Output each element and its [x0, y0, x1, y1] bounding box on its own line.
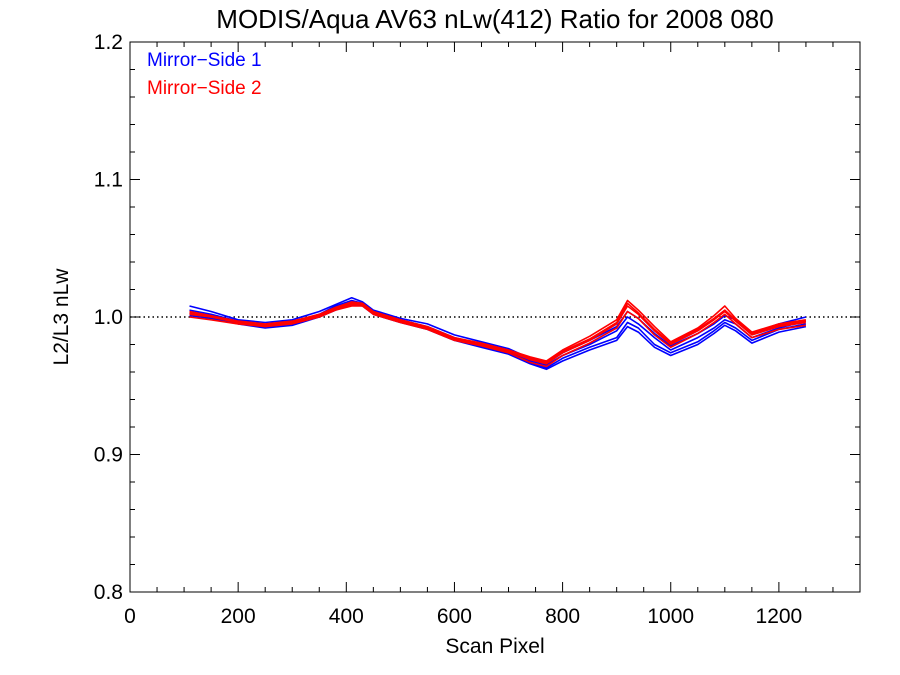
series-layer — [189, 296, 807, 371]
y-axis-label: L2/L3 nLw — [50, 268, 73, 366]
series-line — [189, 302, 807, 364]
x-tick-label: 1000 — [647, 605, 694, 628]
series-line — [189, 302, 807, 369]
legend: Mirror−Side 1 Mirror−Side 2 — [147, 50, 262, 99]
legend-label-mirror-side-2: Mirror−Side 2 — [147, 78, 262, 99]
chart-title: MODIS/Aqua AV63 nLw(412) Ratio for 2008 … — [216, 4, 773, 34]
x-axis-label: Scan Pixel — [445, 635, 544, 658]
legend-label-mirror-side-1: Mirror−Side 1 — [147, 50, 262, 71]
x-tick-label: 1200 — [756, 605, 803, 628]
x-tick-label: 600 — [437, 605, 472, 628]
y-tick-label: 1.1 — [94, 169, 123, 192]
y-tick-label: 1.0 — [94, 306, 123, 329]
y-tick-label: 0.8 — [94, 581, 123, 604]
series-line — [189, 299, 807, 362]
x-axis: 0 200 400 600 800 1000 1200 — [124, 42, 861, 628]
y-axis: 0.8 0.9 1.0 1.1 1.2 — [94, 31, 860, 604]
series-line — [189, 296, 807, 364]
series-group-2 — [189, 299, 807, 368]
x-tick-label: 0 — [124, 605, 136, 628]
series-line — [189, 305, 807, 368]
series-line — [189, 303, 807, 371]
x-tick-label: 400 — [329, 605, 364, 628]
series-group-1 — [189, 296, 807, 371]
x-tick-label: 800 — [545, 605, 580, 628]
x-tick-label: 200 — [221, 605, 256, 628]
y-tick-label: 0.9 — [94, 444, 123, 467]
series-line — [189, 299, 807, 366]
y-tick-label: 1.2 — [94, 31, 123, 54]
